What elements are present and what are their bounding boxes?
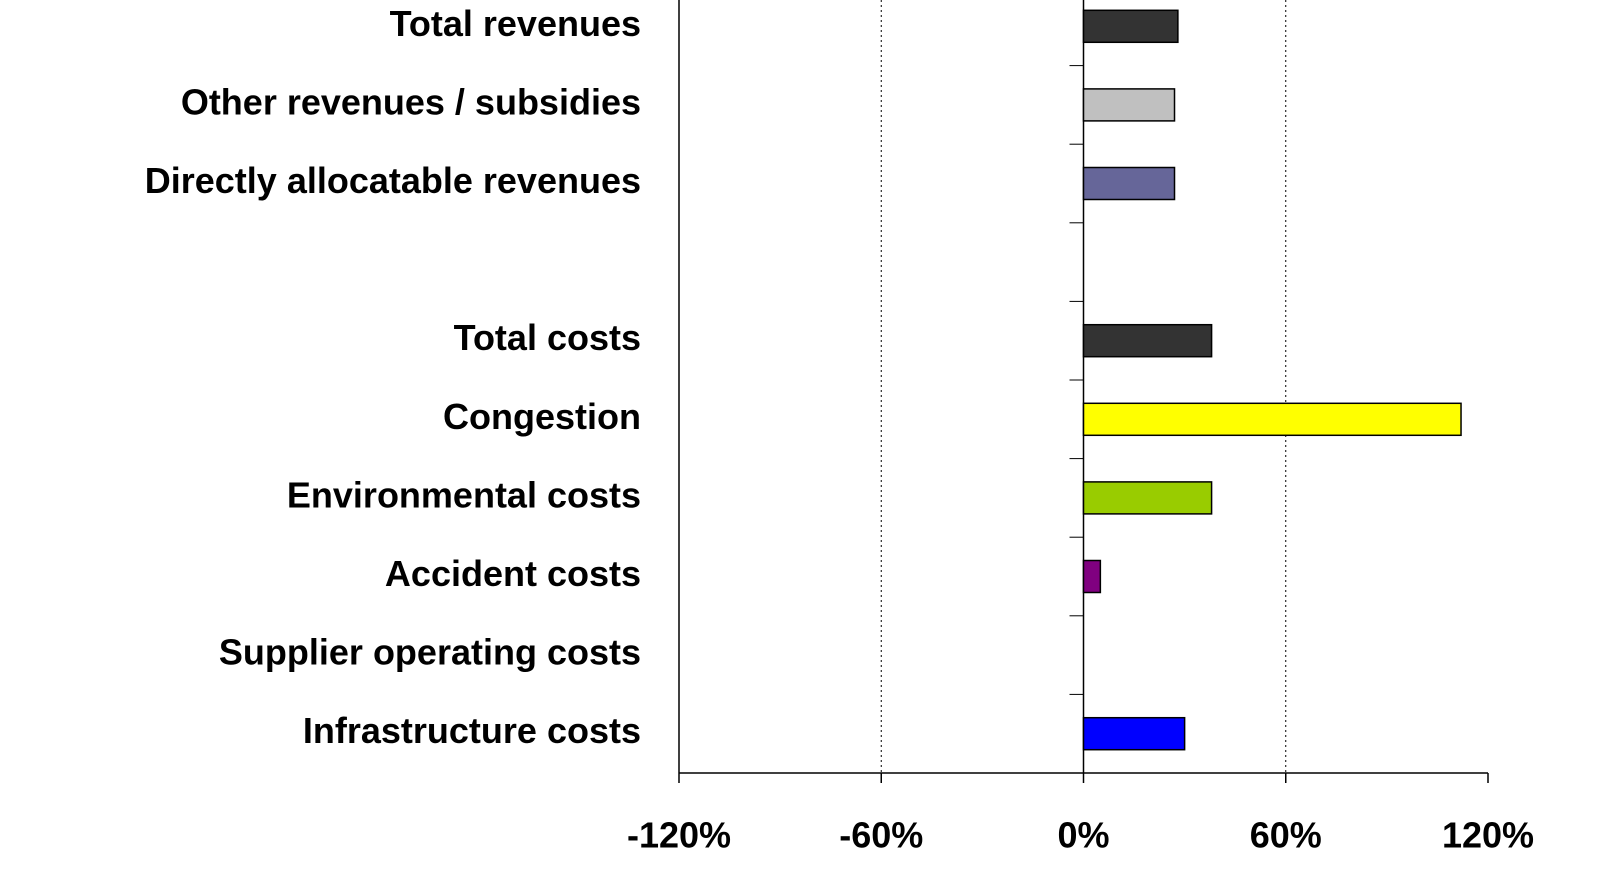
bar (1082, 716, 1186, 751)
bar (1082, 9, 1179, 44)
y-tick-label: Congestion (443, 396, 641, 437)
y-tick-label: Total revenues (390, 3, 641, 44)
y-tick-label: Total costs (454, 317, 641, 358)
x-tick-label: -120% (627, 815, 731, 856)
y-tick-label: Infrastructure costs (303, 710, 641, 751)
y-tick-label: Directly allocatable revenues (145, 160, 641, 201)
bar (1082, 88, 1176, 122)
bar (1082, 481, 1213, 515)
y-tick-label: Supplier operating costs (219, 632, 641, 673)
x-tick-label: 120% (1442, 815, 1534, 856)
y-tick-label: Accident costs (385, 553, 641, 594)
bar (1082, 559, 1102, 594)
bar (1082, 402, 1462, 437)
x-tick-label: 0% (1057, 815, 1109, 856)
x-tick-label: -60% (839, 815, 923, 856)
y-tick-label: Other revenues / subsidies (181, 81, 641, 122)
bar (1082, 166, 1176, 201)
y-tick-label: Environmental costs (287, 474, 641, 515)
bar (1082, 323, 1213, 358)
x-tick-label: 60% (1250, 815, 1322, 856)
